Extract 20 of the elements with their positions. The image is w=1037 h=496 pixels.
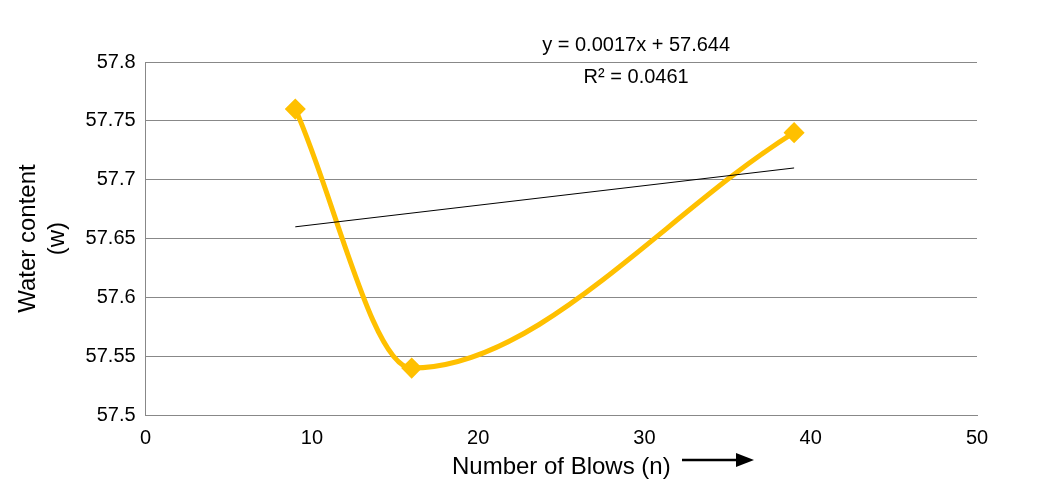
x-tick-label: 30	[633, 425, 656, 448]
x-tick-label: 50	[965, 425, 989, 448]
annotation: R² = 0.0461	[583, 64, 689, 87]
y-tick-label: 57.8	[96, 49, 136, 72]
x-axis-title: Number of Blows (n)	[451, 452, 671, 480]
point	[402, 358, 422, 378]
text: y = 0.0017x + 57.644	[542, 32, 731, 55]
y-tick-label: 57.75	[85, 108, 136, 131]
x-tick-label: 40	[799, 425, 822, 448]
y-tick-label: 57.55	[85, 343, 136, 366]
y-tick-label: 57.5	[96, 402, 136, 425]
point	[784, 123, 804, 143]
y-tick-label: 57.7	[96, 167, 136, 190]
point	[285, 99, 305, 119]
x-tick-label: 20	[467, 425, 490, 448]
x-tick-label: 10	[300, 425, 324, 448]
y-tick-label: 57.6	[96, 284, 136, 307]
y-tick-label: 57.65	[85, 226, 136, 249]
x-tick-label: 0	[140, 425, 152, 448]
y-axis-title: Water content (w)	[13, 164, 69, 313]
